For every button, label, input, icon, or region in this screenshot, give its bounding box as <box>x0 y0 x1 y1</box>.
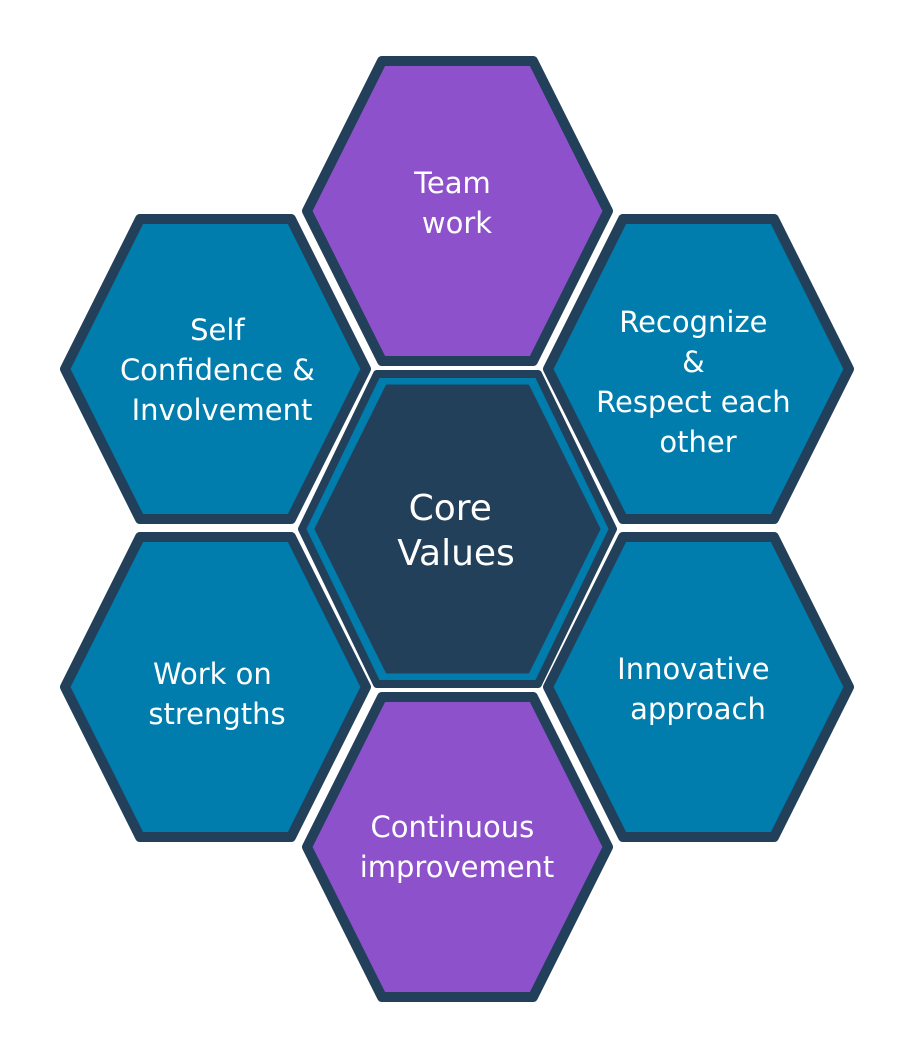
hex-recognize-respect-label: Recognize & Respect each other <box>596 305 800 459</box>
hex-core-values-label: Core Values <box>397 488 515 574</box>
hex-innovative-approach-shape <box>543 532 854 842</box>
hex-recognize-respect-shape <box>543 214 854 524</box>
hex-continuous-improvement-label: Continuous improvement <box>360 810 555 884</box>
hex-innovative-approach-line-2: approach <box>630 692 766 726</box>
hex-core-values-line-1: Core <box>409 488 492 529</box>
hex-team-work: Team work <box>302 56 613 366</box>
hex-innovative-approach: Innovative approach <box>543 532 854 842</box>
hex-team-work-line-1: Team <box>413 166 491 200</box>
hex-work-on-strengths-label: Work on strengths <box>148 657 285 731</box>
hex-self-confidence: Self Confidence & Involvement <box>60 214 371 524</box>
hex-team-work-label: Team work <box>413 166 500 240</box>
hex-core-values-line-2: Values <box>397 533 515 574</box>
hex-continuous-improvement: Continuous improvement <box>302 692 613 1002</box>
hex-work-on-strengths-line-1: Work on <box>153 657 272 691</box>
hex-recognize-respect-line-1: Recognize <box>619 305 767 339</box>
hex-continuous-improvement-shape <box>302 692 613 1002</box>
hex-recognize-respect-line-2: & <box>682 345 705 379</box>
hex-self-confidence-line-2: Confidence & <box>120 353 315 387</box>
hex-self-confidence-line-3: Involvement <box>132 393 313 427</box>
hex-continuous-improvement-line-1: Continuous <box>370 810 534 844</box>
hex-innovative-approach-label: Innovative approach <box>617 652 779 726</box>
hex-core-values: Core Values <box>298 370 617 688</box>
hex-continuous-improvement-line-2: improvement <box>360 850 555 884</box>
hex-work-on-strengths-line-2: strengths <box>148 697 285 731</box>
hex-work-on-strengths-shape <box>60 532 371 842</box>
hex-team-work-line-2: work <box>422 206 492 240</box>
hex-recognize-respect: Recognize & Respect each other <box>543 214 854 524</box>
hex-self-confidence-label: Self Confidence & Involvement <box>120 313 324 427</box>
hex-recognize-respect-line-3: Respect each <box>596 385 791 419</box>
hex-core-values-shape <box>314 384 601 674</box>
hex-self-confidence-shape <box>60 214 371 524</box>
hex-innovative-approach-line-1: Innovative <box>617 652 769 686</box>
hex-self-confidence-line-1: Self <box>190 313 245 347</box>
hex-recognize-respect-line-4: other <box>659 425 736 459</box>
hex-team-work-shape <box>302 56 613 366</box>
hex-work-on-strengths: Work on strengths <box>60 532 371 842</box>
